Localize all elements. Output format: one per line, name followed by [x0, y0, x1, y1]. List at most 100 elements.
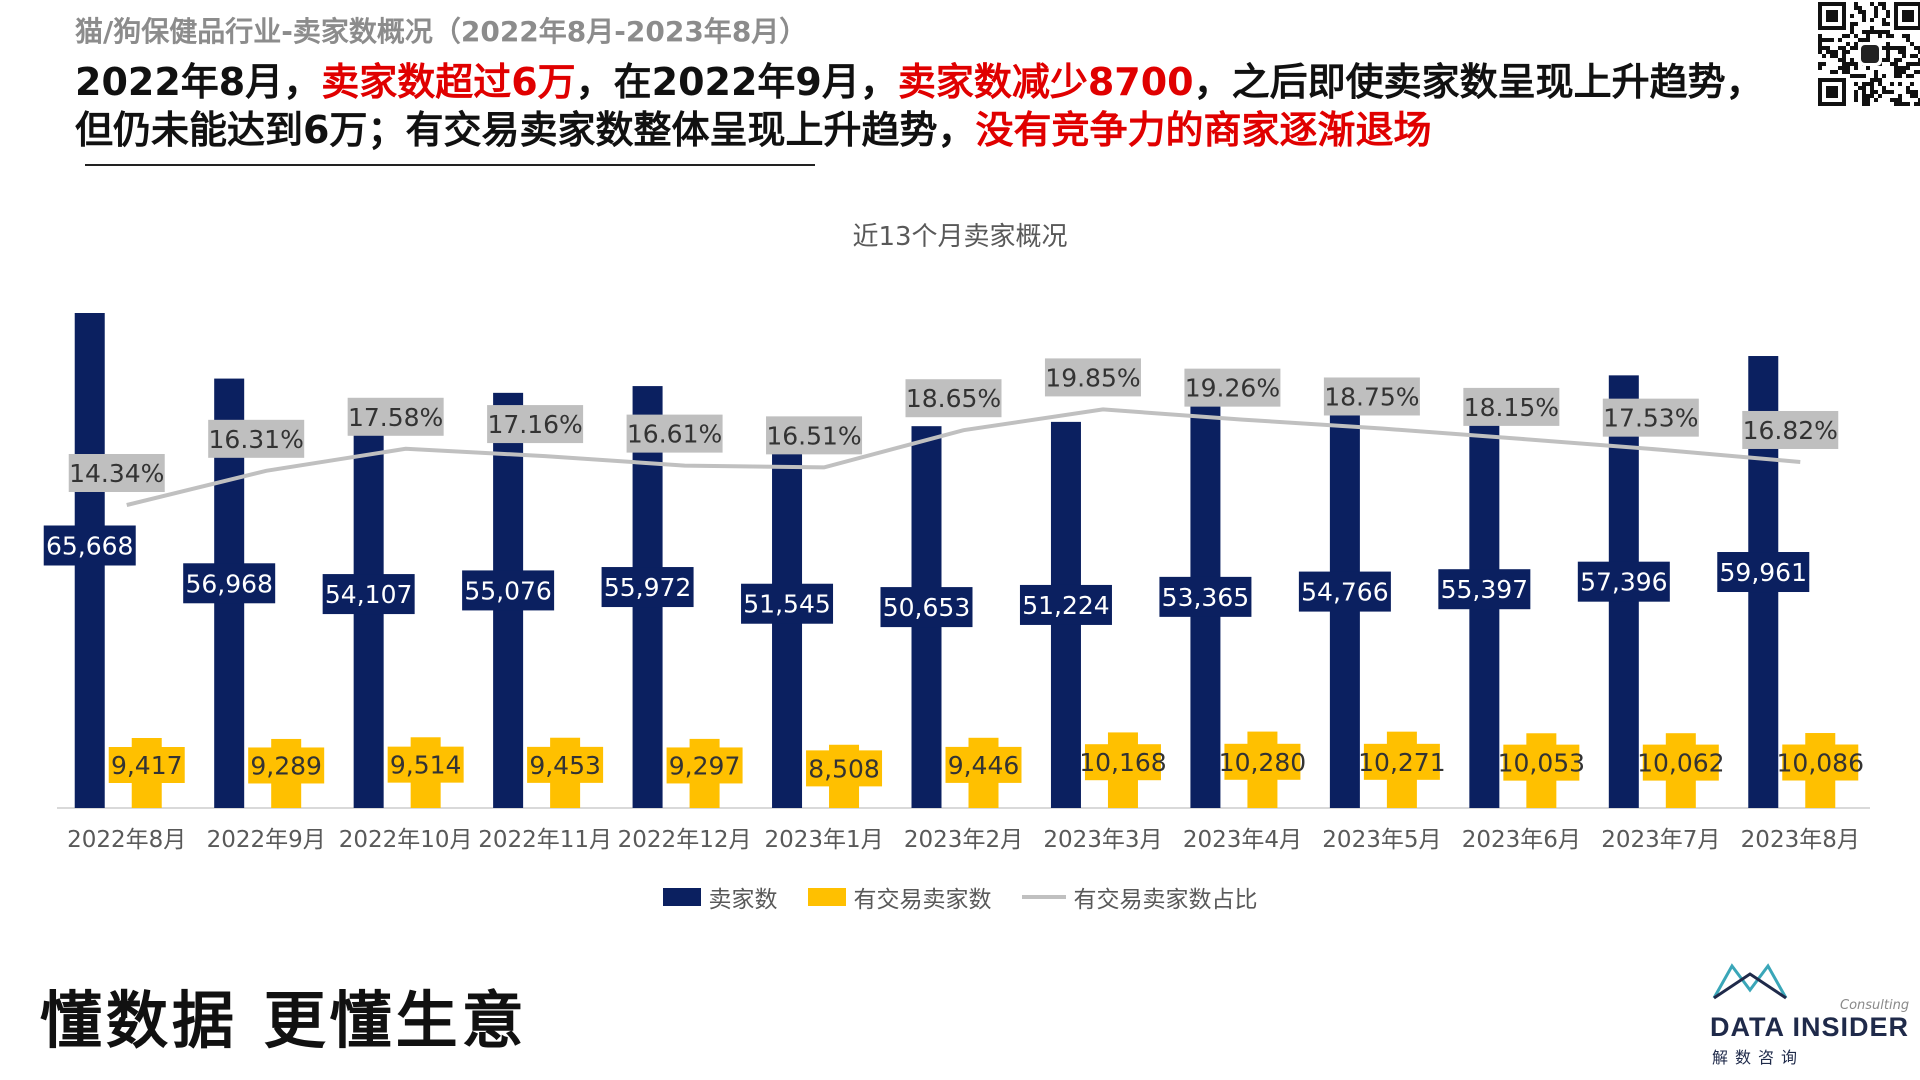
label-trading-6-box — [945, 746, 1022, 783]
label-ratio-9: 18.75% — [1324, 382, 1419, 411]
label-sellers-12-box — [1717, 552, 1810, 593]
headline: 2022年8月，卖家数超过6万，在2022年9月，卖家数减少8700，之后即使卖… — [75, 58, 1795, 154]
legend-swatch-trading-sellers — [807, 888, 846, 906]
label-sellers-10: 55,397 — [1441, 575, 1528, 604]
label-ratio-4-box — [626, 414, 723, 453]
label-ratio-7: 19.85% — [1045, 363, 1140, 392]
label-trading-6: 9,446 — [948, 751, 1020, 780]
label-trading-7-box — [1084, 744, 1161, 781]
qr-code-icon — [1818, 2, 1920, 106]
label-sellers-6: 50,653 — [883, 593, 970, 622]
legend-swatch-sellers — [662, 888, 701, 906]
label-trading-10-box — [1503, 744, 1580, 781]
label-trading-9: 10,271 — [1358, 748, 1445, 777]
label-sellers-3-box — [462, 570, 555, 611]
label-sellers-9: 54,766 — [1301, 578, 1388, 607]
label-sellers-7: 51,224 — [1022, 591, 1109, 620]
headline-part-3: 卖家数减少8700 — [897, 60, 1194, 104]
x-tick-label-2: 2022年10月 — [339, 827, 473, 853]
label-trading-8-box — [1224, 743, 1301, 780]
label-sellers-2: 54,107 — [325, 580, 412, 609]
label-trading-5: 8,508 — [808, 754, 880, 783]
logo-mark-icon — [1712, 963, 1788, 1000]
label-ratio-3: 17.16% — [487, 410, 582, 439]
label-trading-12: 10,086 — [1777, 749, 1864, 778]
label-sellers-2-box — [322, 574, 415, 615]
label-sellers-1: 56,968 — [185, 569, 272, 598]
label-trading-3-box — [527, 746, 604, 783]
footer-slogan: 懂数据 更懂生意 — [40, 984, 528, 1057]
label-sellers-0-box — [43, 525, 136, 566]
label-trading-11-box — [1642, 744, 1719, 781]
label-ratio-11-box — [1602, 398, 1699, 437]
label-sellers-6-box — [880, 587, 973, 628]
label-sellers-10-box — [1438, 569, 1531, 610]
label-ratio-11: 17.53% — [1603, 404, 1698, 433]
label-ratio-4: 16.61% — [627, 420, 722, 449]
label-trading-12-box — [1782, 744, 1859, 781]
logo-consulting-text: Consulting — [1840, 998, 1910, 1013]
legend-label-ratio: 有交易卖家数占比 — [1073, 887, 1258, 913]
x-tick-label-10: 2023年6月 — [1462, 827, 1581, 853]
label-sellers-0: 65,668 — [46, 532, 133, 561]
label-sellers-8-box — [1159, 576, 1252, 617]
x-tick-label-1: 2022年9月 — [207, 827, 326, 853]
label-ratio-8-box — [1184, 368, 1281, 407]
headline-part-5: 没有竞争力的商家逐渐退场 — [975, 108, 1432, 152]
x-tick-label-12: 2023年8月 — [1741, 827, 1860, 853]
label-ratio-3-box — [487, 405, 584, 444]
label-ratio-9-box — [1323, 377, 1420, 416]
headline-part-1: 卖家数超过6万 — [321, 60, 576, 104]
x-tick-label-0: 2022年8月 — [67, 827, 186, 853]
label-ratio-6: 18.65% — [906, 384, 1001, 413]
logo-brand-text: DATA INSIDER — [1710, 1012, 1909, 1042]
x-tick-label-11: 2023年7月 — [1601, 827, 1720, 853]
label-trading-1-box — [248, 747, 325, 784]
label-ratio-1: 16.31% — [209, 425, 304, 454]
label-ratio-0-box — [68, 454, 165, 492]
label-sellers-12: 59,961 — [1720, 558, 1807, 587]
label-ratio-2-box — [347, 397, 444, 436]
label-sellers-1-box — [183, 563, 276, 604]
legend-item-ratio: 有交易卖家数占比 — [1021, 880, 1258, 914]
label-trading-2-box — [387, 746, 464, 783]
label-sellers-5: 51,545 — [743, 590, 830, 619]
label-ratio-10-box — [1463, 387, 1560, 426]
page-subtitle: 猫/狗保健品行业-卖家数概况（2022年8月-2023年8月） — [75, 15, 808, 48]
legend-label-sellers: 卖家数 — [708, 887, 778, 913]
label-sellers-4: 55,972 — [604, 573, 691, 602]
headline-part-0: 2022年8月， — [75, 60, 322, 104]
label-ratio-8: 19.26% — [1185, 374, 1280, 403]
label-ratio-7-box — [1044, 358, 1141, 397]
legend-item-trading-sellers: 有交易卖家数 — [807, 880, 992, 914]
label-trading-7: 10,168 — [1079, 748, 1166, 777]
label-sellers-8: 53,365 — [1162, 583, 1249, 612]
label-ratio-5-box — [766, 416, 863, 455]
label-sellers-11: 57,396 — [1580, 568, 1667, 597]
label-sellers-11-box — [1577, 561, 1670, 602]
legend-label-trading-sellers: 有交易卖家数 — [853, 887, 992, 913]
chart-title: 近13个月卖家概况 — [852, 222, 1068, 252]
ratio-line — [126, 407, 1801, 507]
legend-swatch-ratio — [1021, 895, 1066, 899]
x-tick-label-8: 2023年4月 — [1183, 827, 1302, 853]
label-trading-1: 9,289 — [250, 751, 322, 780]
label-ratio-10: 18.15% — [1464, 393, 1559, 422]
label-sellers-9-box — [1298, 571, 1391, 612]
label-trading-4-box — [666, 747, 743, 784]
label-sellers-7-box — [1019, 584, 1112, 625]
x-tick-label-7: 2023年3月 — [1043, 827, 1162, 853]
x-tick-label-4: 2022年12月 — [618, 827, 752, 853]
label-ratio-6-box — [905, 379, 1002, 418]
label-ratio-12-box — [1742, 410, 1839, 449]
label-trading-0-box — [108, 747, 185, 783]
label-ratio-12: 16.82% — [1743, 416, 1838, 445]
label-ratio-5: 16.51% — [766, 421, 861, 450]
label-sellers-5-box — [741, 583, 834, 624]
label-trading-4: 9,297 — [669, 751, 741, 780]
label-sellers-4-box — [601, 567, 694, 608]
label-trading-11: 10,062 — [1637, 749, 1724, 778]
label-trading-8: 10,280 — [1219, 748, 1306, 777]
label-ratio-1-box — [208, 419, 305, 458]
